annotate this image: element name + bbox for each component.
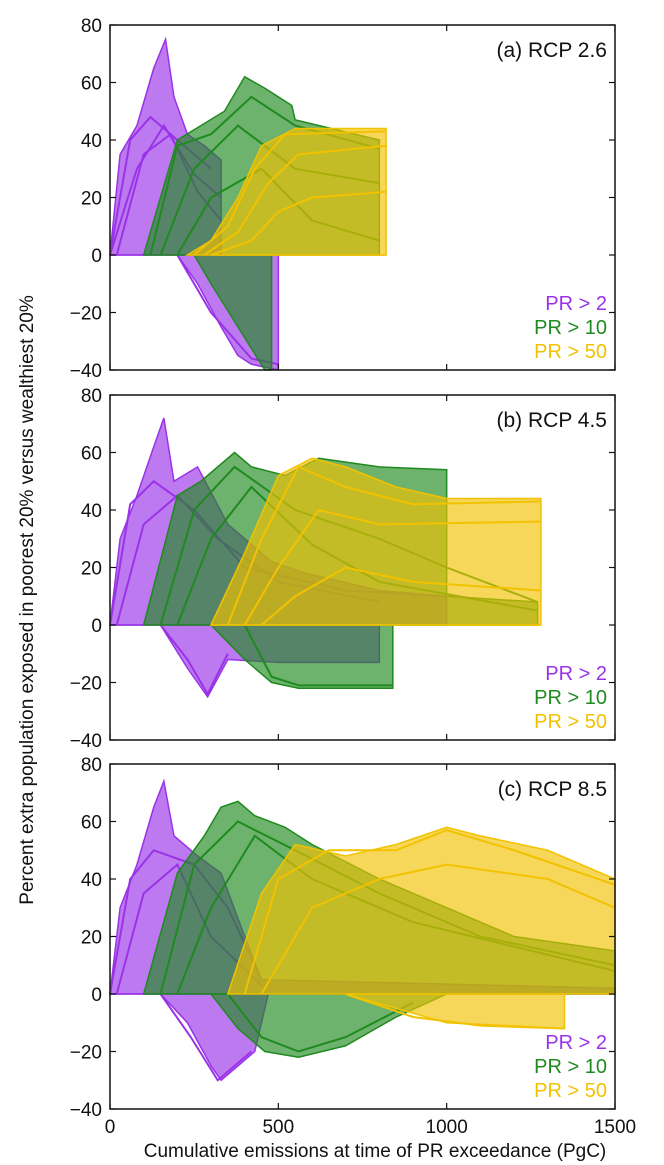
series-line	[159, 993, 253, 1082]
series-line	[210, 190, 387, 256]
series-line	[193, 130, 387, 256]
legend-entry: PR > 10	[534, 317, 607, 339]
y-tick-label: 0	[91, 616, 102, 637]
y-tick-label: −40	[70, 361, 102, 382]
series-line	[260, 863, 616, 995]
panel-title: (c) RCP 8.5	[498, 778, 607, 801]
panel-title: (b) RCP 4.5	[497, 409, 608, 432]
y-tick-label: −20	[70, 674, 102, 695]
chart-panel-2: 80 60 40 20 0 −20 −40 (b) RCP 4.5 PR > 2PR > 10P…	[70, 386, 616, 752]
x-tick-label: 1500	[594, 1117, 636, 1138]
y-tick-label: 40	[81, 501, 102, 522]
legend-entry: PR > 50	[534, 341, 607, 363]
series-area-lower	[192, 254, 273, 371]
y-tick-label: 40	[81, 131, 102, 152]
x-tick-label: 1000	[426, 1117, 468, 1138]
series-area-upper	[184, 127, 387, 256]
y-axis-label: Percent extra population exposed in poor…	[17, 295, 38, 905]
legend-entry: PR > 2	[545, 293, 607, 315]
y-tick-label: 60	[81, 813, 102, 834]
legend-entry: PR > 10	[534, 1056, 607, 1078]
y-tick-label: 60	[81, 444, 102, 465]
series-line	[203, 144, 387, 256]
legend-entry: PR > 2	[545, 663, 607, 685]
y-tick-label: −20	[70, 304, 102, 325]
y-tick-label: 80	[81, 16, 102, 37]
panel-title: (a) RCP 2.6	[497, 39, 608, 62]
series-line	[159, 624, 229, 697]
x-tick-label: 0	[105, 1117, 116, 1138]
y-tick-label: −40	[70, 731, 102, 752]
y-tick-label: 20	[81, 928, 102, 949]
legend-entry: PR > 50	[534, 711, 607, 733]
legend-entry: PR > 50	[534, 1080, 607, 1102]
series-line	[243, 624, 393, 687]
y-tick-label: −40	[70, 1100, 102, 1121]
y-tick-label: 60	[81, 74, 102, 95]
chart-panel-1: 80 60 40 20 0 −20 −40 (a) RCP 2.6 PR > 2PR > 10P…	[70, 16, 616, 382]
series-line	[226, 465, 541, 626]
series-line	[260, 566, 542, 626]
y-tick-label: 0	[91, 246, 102, 267]
y-tick-label: 0	[91, 985, 102, 1006]
y-tick-label: 20	[81, 189, 102, 210]
legend-entry: PR > 2	[545, 1032, 607, 1054]
series-line	[243, 508, 541, 626]
legend-entry: PR > 10	[534, 687, 607, 709]
series-line	[227, 993, 414, 1053]
series-line	[243, 829, 616, 995]
x-axis-label: Cumulative emissions at time of PR excee…	[144, 1141, 607, 1162]
x-tick-label: 500	[262, 1117, 294, 1138]
y-tick-label: 80	[81, 386, 102, 407]
y-tick-label: 20	[81, 559, 102, 580]
series-area-upper	[209, 457, 542, 626]
y-tick-label: 80	[81, 755, 102, 776]
series-line	[345, 993, 565, 1030]
y-tick-label: −20	[70, 1043, 102, 1064]
y-tick-label: 40	[81, 870, 102, 891]
